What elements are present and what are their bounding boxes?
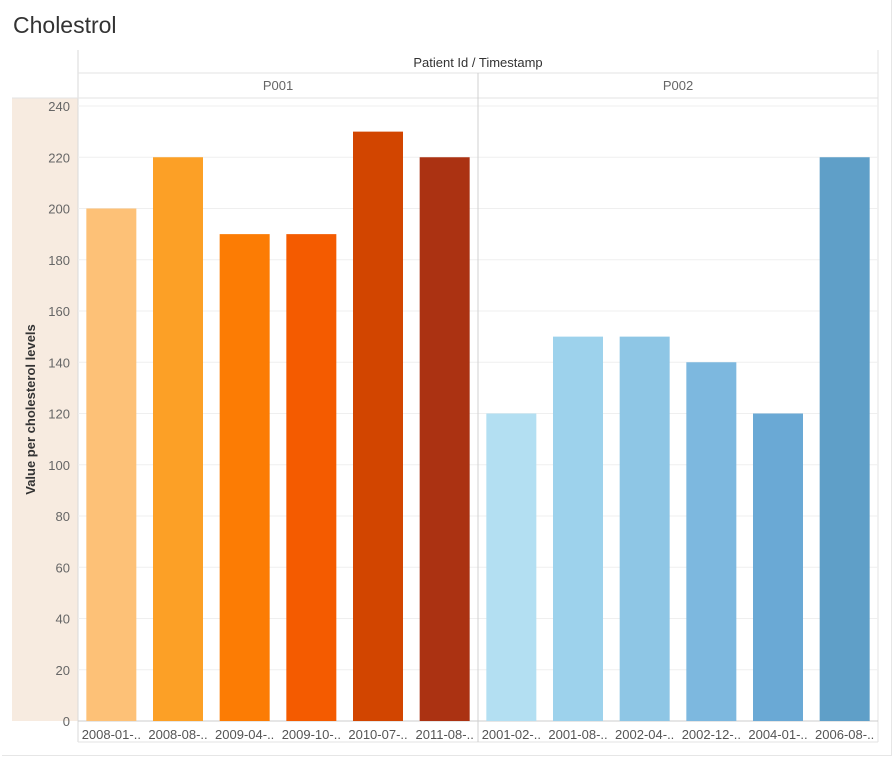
x-tick-label: 2008-01-.. <box>82 727 141 742</box>
x-tick-label: 2004-01-.. <box>748 727 807 742</box>
y-tick-label: 120 <box>48 407 70 422</box>
bar <box>286 234 337 721</box>
x-tick-label: 2008-08-.. <box>148 727 207 742</box>
x-tick-label: 2009-04-.. <box>215 727 274 742</box>
y-tick-label: 180 <box>48 253 70 268</box>
x-tick-label: 2002-12-.. <box>682 727 741 742</box>
y-tick-label: 0 <box>63 714 70 729</box>
y-tick-label: 100 <box>48 458 70 473</box>
panel-label: P001 <box>263 78 293 93</box>
y-tick-label: 220 <box>48 150 70 165</box>
bar <box>619 336 670 721</box>
bar <box>686 362 737 721</box>
x-tick-label: 2001-02-.. <box>482 727 541 742</box>
panel-label: P002 <box>663 78 693 93</box>
chart-title: Cholestrol <box>13 12 117 38</box>
y-tick-label: 60 <box>56 560 70 575</box>
bar <box>419 157 470 721</box>
y-axis-band <box>12 98 78 721</box>
x-tick-label: 2009-10-.. <box>282 727 341 742</box>
bar <box>753 413 803 721</box>
x-tick-label: 2011-08-.. <box>416 727 474 742</box>
x-tick-label: 2010-07-.. <box>348 727 407 742</box>
y-tick-label: 80 <box>56 509 70 524</box>
y-tick-label: 240 <box>48 99 70 114</box>
bar <box>86 208 137 721</box>
y-tick-label: 40 <box>56 612 70 627</box>
x-tick-label: 2006-08-.. <box>815 727 874 742</box>
bar <box>353 131 403 721</box>
bar <box>486 413 537 721</box>
column-header: Patient Id / Timestamp <box>413 55 542 70</box>
bar <box>153 157 203 721</box>
y-tick-label: 160 <box>48 304 70 319</box>
y-axis-label: Value per cholesterol levels <box>23 324 38 495</box>
bar <box>819 157 870 721</box>
x-tick-label: 2001-08-.. <box>548 727 607 742</box>
y-tick-label: 200 <box>48 202 70 217</box>
x-tick-label: 2002-04-.. <box>615 727 674 742</box>
bar <box>219 234 270 721</box>
y-tick-label: 20 <box>56 663 70 678</box>
y-tick-label: 140 <box>48 355 70 370</box>
bar <box>553 336 603 721</box>
